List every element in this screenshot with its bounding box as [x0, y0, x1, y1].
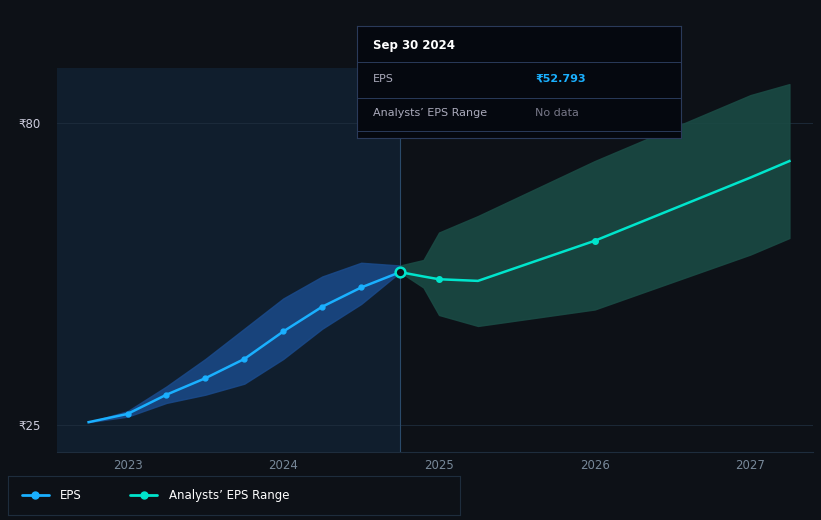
- Text: Analysts’ EPS Range: Analysts’ EPS Range: [168, 489, 289, 502]
- Text: Analysts’ EPS Range: Analysts’ EPS Range: [374, 108, 488, 118]
- Text: No data: No data: [535, 108, 580, 118]
- Text: EPS: EPS: [374, 74, 394, 84]
- Bar: [57, 68, 400, 452]
- Text: Actual: Actual: [359, 106, 394, 116]
- Text: EPS: EPS: [60, 489, 82, 502]
- Text: Sep 30 2024: Sep 30 2024: [374, 40, 456, 53]
- Text: Analysts Forecasts: Analysts Forecasts: [406, 106, 510, 116]
- Text: ₹52.793: ₹52.793: [535, 74, 586, 84]
